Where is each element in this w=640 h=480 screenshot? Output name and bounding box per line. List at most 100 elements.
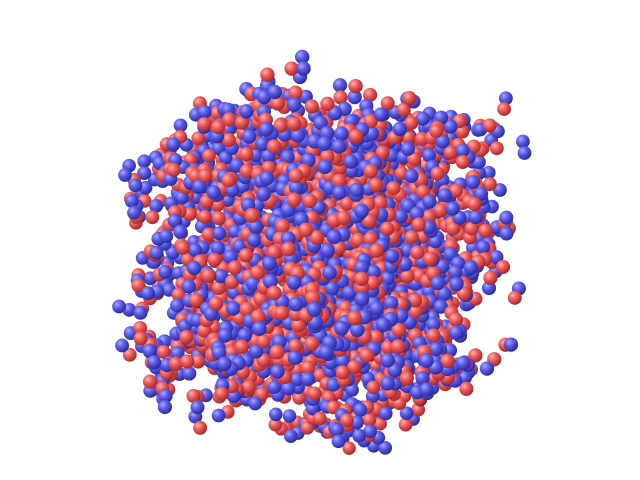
secondary-atom: [363, 231, 378, 247]
secondary-atom: [335, 365, 350, 380]
secondary-atom: [175, 240, 190, 255]
primary-atom: [286, 274, 302, 290]
secondary-atom: [266, 139, 282, 154]
primary-atom: [267, 380, 282, 395]
secondary-atom: [448, 183, 463, 198]
secondary-atom: [368, 177, 384, 192]
primary-atom: [468, 210, 483, 225]
primary-atom: [437, 286, 452, 301]
primary-atom: [392, 121, 407, 137]
secondary-atom: [398, 417, 413, 432]
secondary-atom: [359, 348, 375, 363]
primary-atom: [324, 281, 340, 296]
primary-atom: [124, 194, 139, 208]
primary-atom: [463, 260, 479, 275]
primary-atom: [383, 295, 399, 311]
primary-atom: [237, 328, 253, 343]
primary-atom: [217, 328, 233, 343]
primary-atom: [499, 226, 514, 241]
primary-atom: [118, 168, 132, 182]
primary-atom: [465, 175, 480, 190]
secondary-atom: [241, 380, 256, 394]
primary-atom: [476, 240, 491, 255]
secondary-atom: [407, 293, 423, 308]
primary-atom: [354, 291, 370, 307]
primary-atom: [173, 118, 188, 133]
secondary-atom: [186, 388, 201, 403]
secondary-atom: [433, 203, 448, 218]
secondary-atom: [266, 285, 282, 301]
secondary-atom: [422, 251, 438, 267]
primary-atom: [262, 273, 278, 289]
primary-atom: [347, 89, 362, 105]
secondary-atom: [396, 102, 411, 117]
primary-atom: [137, 154, 151, 168]
primary-atom: [369, 301, 384, 316]
primary-atom: [332, 185, 347, 200]
primary-atom: [455, 355, 471, 371]
primary-atom: [384, 249, 400, 264]
secondary-atom: [286, 192, 302, 208]
primary-atom: [474, 186, 489, 201]
secondary-atom: [386, 180, 401, 196]
secondary-atom: [222, 112, 237, 127]
primary-atom: [380, 352, 395, 368]
primary-atom: [259, 170, 275, 186]
secondary-atom: [208, 296, 224, 311]
secondary-atom: [221, 173, 236, 188]
secondary-atom: [380, 96, 395, 111]
secondary-atom: [363, 87, 378, 102]
secondary-atom: [455, 154, 470, 170]
secondary-atom: [156, 344, 171, 359]
primary-atom: [170, 298, 185, 313]
secondary-atom: [275, 218, 290, 234]
secondary-atom: [281, 241, 296, 257]
secondary-atom: [404, 230, 419, 245]
primary-atom: [197, 104, 212, 119]
primary-atom: [378, 440, 393, 455]
primary-atom: [133, 305, 148, 320]
secondary-atom: [495, 259, 511, 274]
secondary-atom: [142, 374, 158, 389]
primary-atom: [443, 119, 458, 134]
primary-atom: [212, 226, 227, 241]
primary-atom: [181, 279, 196, 294]
primary-atom: [363, 424, 377, 439]
primary-atom: [255, 136, 270, 151]
primary-atom: [435, 134, 450, 149]
primary-atom: [349, 322, 365, 338]
secondary-atom: [426, 328, 441, 343]
primary-atom: [332, 78, 348, 93]
primary-atom: [419, 353, 434, 368]
primary-atom: [334, 126, 349, 141]
primary-atom: [471, 155, 486, 170]
primary-atom: [256, 186, 271, 202]
secondary-atom: [288, 168, 304, 183]
secondary-atom: [288, 338, 303, 354]
secondary-atom: [198, 209, 212, 224]
secondary-atom: [300, 360, 316, 375]
primary-atom: [296, 61, 311, 76]
secondary-atom: [179, 354, 195, 369]
primary-atom: [345, 383, 359, 397]
primary-atom: [137, 166, 152, 180]
primary-atom: [415, 111, 430, 126]
primary-atom: [317, 136, 332, 151]
secondary-atom: [464, 221, 479, 236]
secondary-atom: [250, 265, 265, 280]
secondary-atom: [198, 168, 213, 183]
primary-atom: [400, 141, 415, 156]
secondary-atom: [354, 271, 369, 287]
primary-atom: [112, 299, 127, 314]
primary-atom: [322, 265, 337, 281]
primary-atom: [282, 409, 297, 423]
primary-atom: [280, 149, 295, 165]
primary-atom: [499, 91, 513, 106]
primary-atom: [286, 97, 302, 112]
secondary-atom: [190, 354, 206, 369]
primary-atom: [404, 168, 419, 184]
secondary-atom: [402, 91, 417, 106]
secondary-atom: [347, 310, 363, 326]
primary-atom: [306, 301, 322, 317]
